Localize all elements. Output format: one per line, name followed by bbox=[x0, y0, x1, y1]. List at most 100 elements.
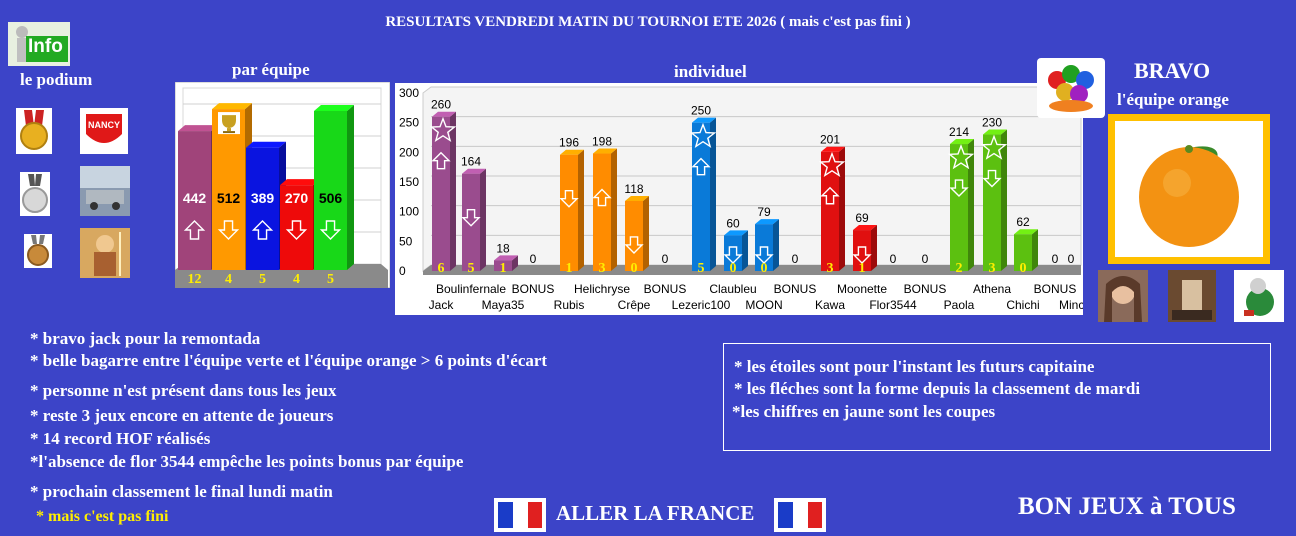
silver-medal-icon bbox=[20, 172, 50, 216]
individual-bar-top bbox=[625, 195, 649, 201]
individual-x-label: Rubis bbox=[554, 298, 585, 312]
page-title: RESULTATS VENDREDI MATIN DU TOURNOI ETE … bbox=[385, 14, 911, 30]
individual-bar-top bbox=[462, 168, 486, 174]
individual-bar-value-label: 69 bbox=[855, 211, 869, 225]
individual-bar-value-label: 0 bbox=[1052, 252, 1059, 266]
individual-bar-top bbox=[593, 148, 617, 154]
podium-label: le podium bbox=[20, 70, 93, 89]
french-flag-left-icon bbox=[494, 498, 546, 532]
team-bar bbox=[314, 110, 347, 270]
individual-x-label: Maya35 bbox=[482, 298, 525, 312]
individual-x-label: BONUS bbox=[904, 282, 947, 296]
arrow-up-icon bbox=[592, 188, 612, 207]
individual-bar-value-label: 62 bbox=[1016, 215, 1030, 229]
team-cup-count: 12 bbox=[188, 272, 202, 287]
car-photo-icon bbox=[80, 166, 130, 216]
star-icon bbox=[818, 151, 846, 177]
individual-x-label: Lezeric100 bbox=[672, 298, 731, 312]
orange-photo-frame bbox=[1108, 114, 1270, 264]
individual-x-label: Paola bbox=[944, 298, 975, 312]
individual-y-tick-label: 300 bbox=[399, 86, 419, 100]
avatar-cartoon-icon bbox=[1234, 270, 1284, 322]
individual-bar-value-label: 201 bbox=[820, 133, 840, 147]
note-6: *l'absence de flor 3544 empêche les poin… bbox=[30, 452, 464, 471]
legend-notes-box: * les étoiles sont pour l'instant les fu… bbox=[723, 343, 1271, 451]
individual-cup-count: 3 bbox=[827, 261, 834, 276]
individual-cup-count: 1 bbox=[566, 261, 573, 276]
individual-y-tick-label: 250 bbox=[399, 116, 419, 130]
arrow-down-icon bbox=[559, 190, 579, 208]
trophy-icon-cup bbox=[222, 115, 236, 129]
team-cup-count: 5 bbox=[327, 272, 334, 287]
individual-x-label: Moonette bbox=[837, 282, 887, 296]
gold-medal-icon bbox=[16, 108, 52, 154]
team-bar-value-label: 512 bbox=[217, 190, 241, 206]
individual-bar bbox=[560, 154, 578, 271]
individual-bar-value-label: 198 bbox=[592, 135, 612, 149]
individual-bar bbox=[724, 235, 742, 271]
bronze-medal-icon bbox=[24, 234, 52, 268]
team-bar-top bbox=[246, 141, 286, 148]
avatar-woman-icon bbox=[1098, 270, 1148, 322]
individual-y-tick-label: 0 bbox=[399, 264, 406, 278]
arrow-down-icon bbox=[319, 220, 342, 240]
team-chart-title: par équipe bbox=[232, 60, 310, 79]
individual-cup-count: 1 bbox=[500, 261, 507, 276]
individual-bar-side bbox=[643, 195, 649, 271]
team-bar-side bbox=[347, 104, 354, 270]
team-bar-top bbox=[178, 125, 218, 132]
individual-bar-side bbox=[1001, 129, 1007, 271]
individual-x-label: BONUS bbox=[512, 282, 555, 296]
arrow-down-icon bbox=[461, 208, 481, 227]
footer-center-text: ALLER LA FRANCE bbox=[556, 501, 755, 525]
individual-bar-top bbox=[950, 139, 974, 145]
individual-bar-value-label: 214 bbox=[949, 125, 969, 139]
arrow-up-icon bbox=[251, 220, 274, 240]
bravo-title: BRAVO bbox=[1134, 58, 1211, 83]
individual-x-label: BONUS bbox=[774, 282, 817, 296]
individual-y-tick-label: 200 bbox=[399, 145, 419, 159]
individual-y-tick-label: 50 bbox=[399, 234, 413, 248]
star-icon bbox=[947, 144, 975, 170]
individual-cup-count: 6 bbox=[438, 261, 445, 276]
team-bar bbox=[178, 131, 211, 270]
svg-text:NANCY: NANCY bbox=[88, 120, 120, 130]
arrow-up-icon bbox=[183, 220, 206, 240]
team-chart: 442 12 512 4 389 5 270 4 506 5 bbox=[175, 82, 390, 288]
individual-x-label: Minc bbox=[1059, 298, 1083, 312]
individual-x-label: Jack bbox=[429, 298, 455, 312]
individual-x-label: BONUS bbox=[1034, 282, 1077, 296]
individual-cup-count: 1 bbox=[859, 261, 866, 276]
individual-bar-side bbox=[773, 219, 779, 271]
individual-bar bbox=[494, 260, 512, 271]
individual-bar-top bbox=[560, 149, 584, 155]
individual-bar-side bbox=[450, 111, 456, 271]
individual-bar bbox=[593, 153, 611, 271]
individual-cup-count: 0 bbox=[631, 261, 638, 276]
individual-y-tick-label: 100 bbox=[399, 205, 419, 219]
individual-cup-count: 5 bbox=[698, 261, 705, 276]
arrow-down-icon bbox=[723, 246, 743, 264]
individual-bar-side bbox=[578, 149, 584, 271]
individual-bar-top bbox=[983, 129, 1007, 135]
avatar-room-icon bbox=[1168, 270, 1216, 322]
french-flag-right-icon bbox=[774, 498, 826, 532]
note-1: * bravo jack pour la remontada bbox=[30, 329, 261, 348]
individual-bar-top bbox=[853, 225, 877, 231]
individual-x-label: BONUS bbox=[644, 282, 687, 296]
individual-bar-value-label: 60 bbox=[726, 216, 740, 230]
individual-x-label: Flor3544 bbox=[869, 298, 917, 312]
star-icon bbox=[980, 134, 1008, 160]
info-logo-text: Info bbox=[28, 36, 63, 57]
team-bar-value-label: 389 bbox=[251, 190, 275, 206]
individual-x-label: Kawa bbox=[815, 298, 845, 312]
arrow-down-icon bbox=[852, 246, 872, 264]
individual-bar-value-label: 164 bbox=[461, 155, 481, 169]
individual-cup-count: 3 bbox=[989, 261, 996, 276]
arrow-down-icon bbox=[624, 236, 644, 254]
arrow-up-icon bbox=[431, 151, 451, 170]
individual-bar-value-label: 196 bbox=[559, 136, 579, 150]
team-bar-value-label: 270 bbox=[285, 190, 309, 206]
individual-bar-value-label: 230 bbox=[982, 116, 1002, 130]
team-bar bbox=[246, 147, 279, 270]
